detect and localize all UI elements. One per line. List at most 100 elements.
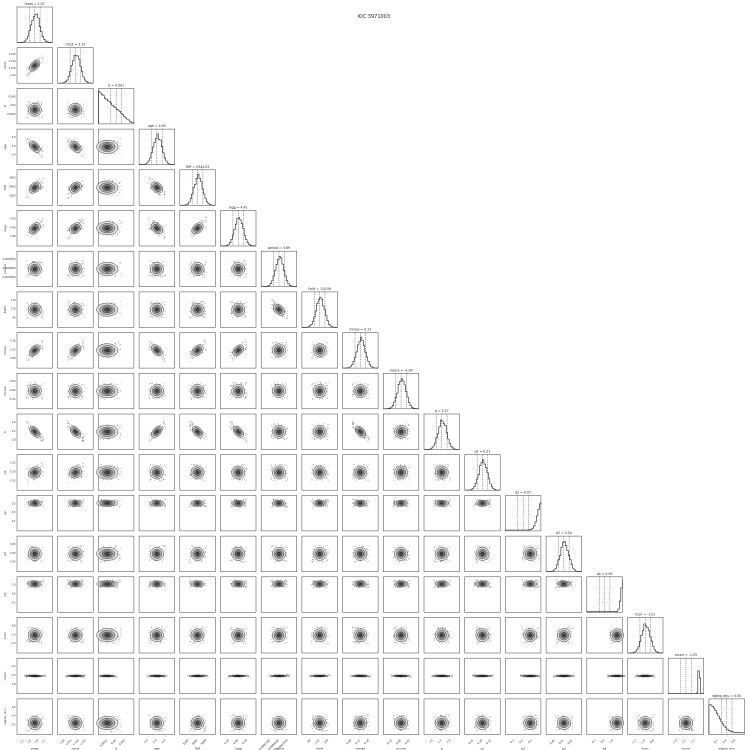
contour-level-4 <box>642 675 648 677</box>
contour-level-4 <box>439 551 444 556</box>
contour-level-4 <box>195 430 200 434</box>
x-tick-label: 0.6 <box>600 738 606 744</box>
contour-level-4 <box>439 633 444 638</box>
x-axis-label-mass: mass <box>31 746 39 750</box>
x-tick-label: 4.0 <box>143 738 149 744</box>
y-tick-label: 0.045 <box>9 95 16 98</box>
contour-panel-mcut-mcorr <box>57 657 94 694</box>
contour-panel-logg-sigma_dnu <box>220 698 257 735</box>
y-axis-label-Z: Z <box>3 105 7 107</box>
y-axis-label-b: b <box>3 431 7 433</box>
contour-panel-period-b <box>260 413 297 450</box>
contour-panel-Fe/H-mcore <box>301 373 338 410</box>
contour-level-4 <box>277 633 281 638</box>
x-axis-label-q3: q3 <box>562 746 566 750</box>
x-axis-label-mcorr: mcorr <box>682 746 692 750</box>
x-axis-label-fcorr: fcorr <box>642 746 650 750</box>
contour-panel-mcore-q4 <box>383 576 420 613</box>
panel-grid: mass = 1.57 mcut = 1.19 Z = 0.001 age = 4.9… <box>3 2 745 750</box>
contour-panel-mass-q1 <box>16 454 53 491</box>
x-axis-label-logg: logg <box>235 746 242 750</box>
contour-panel-Fe/H-mcorr <box>301 657 338 694</box>
contour-level-4 <box>32 470 37 475</box>
contour-panel-Fe/H-mmax <box>301 332 338 369</box>
contour-panel-q2-q4 <box>505 576 542 613</box>
y-tick-label: 1.0 <box>12 584 16 587</box>
contour-panel-period-sigma_dnu <box>260 698 297 735</box>
contour-level-4 <box>398 675 404 677</box>
x-tick-label: 0.2 <box>713 738 719 744</box>
contour-panel-mcut-Fe/H <box>57 291 94 328</box>
contour-level-4 <box>73 675 78 677</box>
x-axis-label-q4: q4 <box>603 746 607 750</box>
param-title-q4: q4 = 0.99 <box>597 572 613 576</box>
contour-level-4 <box>195 226 200 230</box>
x-axis-label-q1: q1 <box>481 746 485 750</box>
contour-panel-Teff-mcore <box>179 373 216 410</box>
contour-panel-b-fcorr <box>423 617 460 654</box>
contour-panel-age-Teff <box>138 169 175 206</box>
y-tick-label: -1.2 <box>11 642 16 645</box>
contour-panel-mcut-mmax <box>57 332 94 369</box>
contour-level-4 <box>32 502 37 505</box>
contour-level-4 <box>277 307 281 312</box>
contour-panel-mcut-sigma_dnu <box>57 698 94 735</box>
contour-panel-mmax-b <box>342 413 379 450</box>
y-axis-label-sigma_dnu: sigma_dnu <box>3 708 7 724</box>
x-tick-label: 0.4 <box>722 738 728 744</box>
param-title-q2: q2 = 0.07 <box>515 490 531 494</box>
contour-panel-Teff-q2 <box>179 495 216 532</box>
contour-level-4 <box>154 502 159 505</box>
x-tick-label: 5.0 <box>152 738 158 744</box>
y-axis-label-logg: logg <box>3 225 7 232</box>
contour-panel-b-q3 <box>423 535 460 572</box>
hist-line-q4 <box>586 580 623 613</box>
x-tick-label: 0.5 <box>527 738 533 744</box>
contour-panel-b-q4 <box>423 576 460 613</box>
x-axis-label-sigma_dnu: sigma_dnu <box>719 746 735 750</box>
x-tick-label: 0.045 <box>118 738 126 746</box>
contour-panel-period-q1 <box>260 454 297 491</box>
contour-level-4 <box>33 63 37 68</box>
y-axis-label-mcut: mcut <box>3 61 7 69</box>
contour-panel-period-mcore <box>260 373 297 410</box>
contour-panel-logg-q4 <box>220 576 257 613</box>
y-tick-label: 90 <box>12 317 16 320</box>
contour-level-4 <box>236 470 241 475</box>
contour-level-4 <box>195 389 200 393</box>
contour-level-4 <box>317 502 322 505</box>
contour-level-4 <box>236 502 241 505</box>
contour-level-4 <box>195 502 200 505</box>
contour-panel-Teff-mcorr <box>179 657 216 694</box>
y-tick-label: 5.0 <box>12 145 16 148</box>
contour-level-4 <box>317 470 322 475</box>
contour-panel-Fe/H-fcorr <box>301 617 338 654</box>
x-tick-label: 1.0 <box>608 738 614 744</box>
contour-level-4 <box>439 582 444 585</box>
contour-level-4 <box>32 633 37 638</box>
x-tick-label: -0.8 <box>648 738 655 745</box>
contour-panel-mcut-Teff <box>57 169 94 206</box>
contour-panel-mass-Teff <box>16 169 53 206</box>
contour-panel-mass-b <box>16 413 53 450</box>
contour-panel-q3-sigma_dnu <box>545 698 582 735</box>
contour-panel-q4-sigma_dnu <box>586 698 623 735</box>
x-tick-label: 4.40 <box>232 738 239 745</box>
contour-level-4 <box>561 633 566 638</box>
contour-level-4 <box>235 675 241 677</box>
contour-panel-mcore-q3 <box>383 535 420 572</box>
contour-panel-mcore-b <box>383 413 420 450</box>
contour-panel-mcut-age <box>57 128 94 165</box>
contour-panel-mcut-period <box>57 250 94 287</box>
contour-panel-mcore-q1 <box>383 454 420 491</box>
contour-panel-period-mmax <box>260 332 297 369</box>
contour-level-4 <box>528 582 533 585</box>
contour-panel-mass-q4 <box>16 576 53 613</box>
contour-level-4 <box>684 721 688 725</box>
contour-level-4 <box>236 307 241 312</box>
contour-level-4 <box>480 582 485 585</box>
x-tick-label: 110 <box>314 738 321 745</box>
contour-panel-mass-age <box>16 128 53 165</box>
contour-level-4 <box>32 675 38 677</box>
contour-level-4 <box>195 267 200 271</box>
